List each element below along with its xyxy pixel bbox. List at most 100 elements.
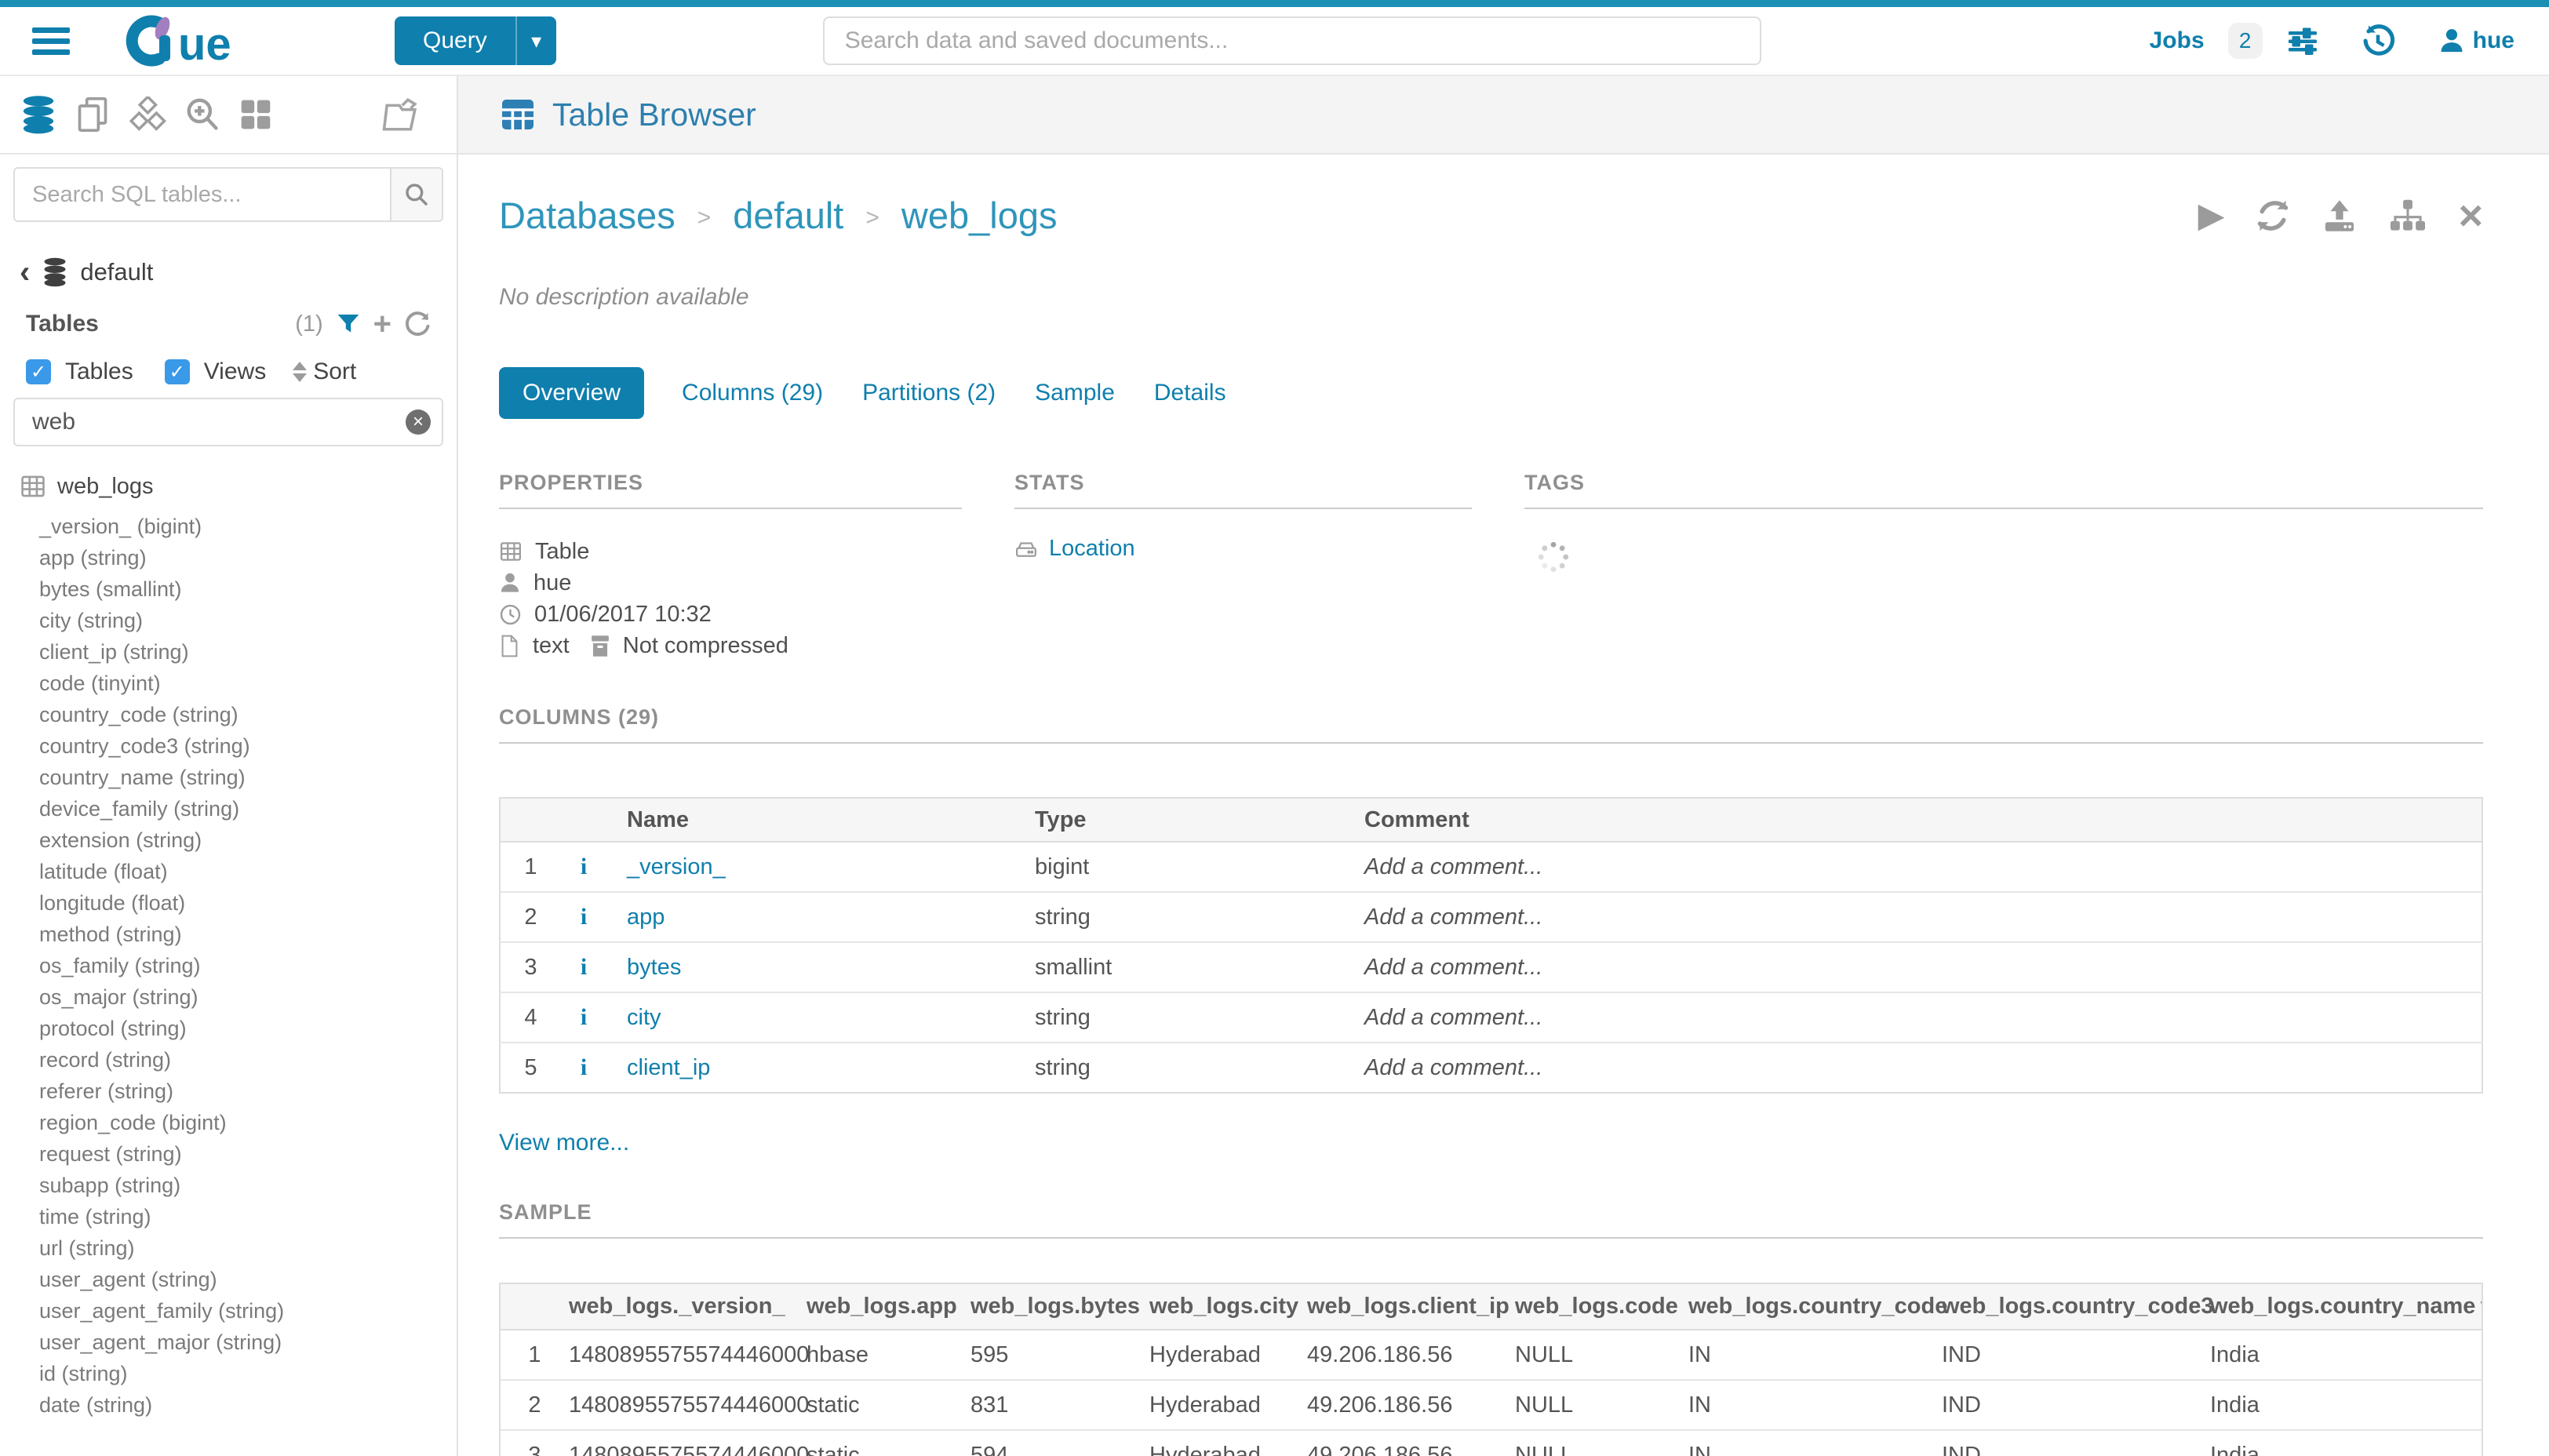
column-tree-item[interactable]: city (string)	[39, 609, 144, 632]
column-tree-item[interactable]: longitude (float)	[39, 891, 186, 915]
column-tree-item[interactable]: country_code3 (string)	[39, 734, 250, 758]
refresh-tables-icon[interactable]	[404, 311, 431, 337]
location-link[interactable]: Location	[1049, 536, 1135, 561]
column-tree-item[interactable]: referer (string)	[39, 1079, 174, 1103]
table-name[interactable]: web_logs	[57, 473, 154, 499]
column-comment-placeholder[interactable]: Add a comment...	[1344, 841, 2482, 892]
info-icon[interactable]: i	[561, 992, 606, 1043]
sample-table-container[interactable]: web_logs._version_ web_logs.app web_logs…	[499, 1283, 2483, 1456]
column-tree-item[interactable]: url (string)	[39, 1236, 135, 1260]
column-comment-placeholder[interactable]: Add a comment...	[1344, 1042, 2482, 1093]
column-tree-item[interactable]: user_agent_family (string)	[39, 1299, 285, 1323]
sliders-icon[interactable]	[2286, 27, 2319, 55]
column-name-link[interactable]: bytes	[606, 941, 1014, 992]
documents-tab-icon[interactable]	[75, 96, 110, 133]
filter-funnel-icon[interactable]	[336, 311, 361, 337]
tab-columns[interactable]: Columns (29)	[682, 380, 824, 406]
column-tree-item[interactable]: user_agent_major (string)	[39, 1330, 282, 1354]
column-tree-item[interactable]: country_code (string)	[39, 703, 239, 726]
column-tree-item[interactable]: latitude (float)	[39, 860, 168, 883]
column-tree-item[interactable]: record (string)	[39, 1048, 172, 1072]
column-tree-item[interactable]: id (string)	[39, 1362, 128, 1385]
hamburger-menu-icon[interactable]	[32, 22, 70, 60]
column-tree-item[interactable]: protocol (string)	[39, 1017, 187, 1040]
search-zoom-tab-icon[interactable]	[185, 96, 220, 133]
cubes-tab-icon[interactable]	[129, 96, 166, 133]
sort-control[interactable]: Sort	[293, 359, 356, 385]
tables-checkbox-label[interactable]: Tables	[65, 359, 133, 384]
cell-app: static	[807, 1429, 970, 1456]
column-tree-item[interactable]: app (string)	[39, 546, 147, 570]
column-tree-item[interactable]: _version_ (bigint)	[39, 515, 202, 538]
cell-device-family: Other	[2481, 1379, 2482, 1430]
column-tree-item[interactable]: time (string)	[39, 1205, 151, 1228]
column-comment-placeholder[interactable]: Add a comment...	[1344, 941, 2482, 992]
column-tree-item[interactable]: device_family (string)	[39, 797, 240, 821]
column-tree-item[interactable]: bytes (smallint)	[39, 577, 182, 601]
apps-grid-tab-icon[interactable]	[239, 97, 273, 132]
column-comment-placeholder[interactable]: Add a comment...	[1344, 891, 2482, 942]
column-tree-item[interactable]: os_major (string)	[39, 985, 198, 1009]
close-icon[interactable]: ×	[2458, 191, 2483, 239]
chevron-left-icon[interactable]: ‹	[20, 255, 31, 289]
view-more-link[interactable]: View more...	[499, 1130, 630, 1156]
column-name-link[interactable]: app	[606, 891, 1014, 942]
refresh-icon[interactable]	[2256, 198, 2290, 233]
global-search-input[interactable]	[822, 16, 1761, 65]
history-icon[interactable]	[2361, 24, 2394, 57]
query-button-label[interactable]: Query	[423, 27, 487, 53]
sort-label[interactable]: Sort	[313, 359, 357, 384]
info-icon[interactable]: i	[561, 1042, 606, 1093]
clear-filter-icon[interactable]: ×	[406, 410, 431, 435]
user-menu[interactable]: hue	[2438, 27, 2514, 54]
tab-overview[interactable]: Overview	[499, 367, 645, 419]
column-tree-item[interactable]: date (string)	[39, 1393, 153, 1417]
column-name-link[interactable]: city	[606, 992, 1014, 1043]
column-name-link[interactable]: client_ip	[606, 1042, 1014, 1093]
table-description[interactable]: No description available	[499, 284, 749, 310]
folder-tab-icon[interactable]	[381, 96, 421, 133]
column-tree-item[interactable]: region_code (bigint)	[39, 1111, 227, 1134]
column-tree-item[interactable]: extension (string)	[39, 828, 202, 852]
upload-icon[interactable]	[2321, 198, 2358, 233]
column-tree-item[interactable]: subapp (string)	[39, 1174, 181, 1197]
cell-code: NULL	[1515, 1379, 1688, 1430]
column-tree-item[interactable]: client_ip (string)	[39, 640, 189, 664]
query-play-icon[interactable]: ▶	[2198, 195, 2225, 235]
search-icon[interactable]	[390, 169, 442, 220]
info-icon[interactable]: i	[561, 841, 606, 892]
sitemap-icon[interactable]	[2389, 198, 2427, 233]
column-tree-item[interactable]: os_family (string)	[39, 954, 201, 977]
views-checkbox-label[interactable]: Views	[203, 359, 267, 384]
column-tree-item[interactable]: country_name (string)	[39, 766, 246, 789]
database-name[interactable]: default	[80, 258, 154, 286]
tab-sample[interactable]: Sample	[1035, 380, 1115, 406]
cell-country-code: IN	[1688, 1379, 1942, 1430]
caret-down-icon[interactable]: ▾	[515, 16, 556, 65]
views-checkbox[interactable]: ✓	[164, 359, 190, 384]
add-table-icon[interactable]: +	[373, 307, 391, 341]
column-comment-placeholder[interactable]: Add a comment...	[1344, 992, 2482, 1043]
query-button[interactable]: Query ▾	[395, 16, 556, 65]
page-header: Table Browser	[458, 76, 2549, 155]
tab-details[interactable]: Details	[1153, 380, 1226, 406]
jobs-count-badge[interactable]: 2	[2227, 23, 2263, 59]
column-tree-item[interactable]: request (string)	[39, 1142, 182, 1166]
info-icon[interactable]: i	[561, 941, 606, 992]
breadcrumb-item-databases[interactable]: Databases	[499, 195, 675, 236]
breadcrumb-item-database[interactable]: default	[733, 195, 844, 236]
sql-tables-search-input[interactable]	[15, 169, 390, 220]
tab-partitions[interactable]: Partitions (2)	[862, 380, 996, 406]
column-tree-item[interactable]: code (tinyint)	[39, 672, 161, 695]
column-tree-item[interactable]: user_agent (string)	[39, 1268, 217, 1291]
column-name-link[interactable]: _version_	[606, 841, 1014, 892]
info-icon[interactable]: i	[561, 891, 606, 942]
table-tree-item[interactable]: web_logs	[0, 470, 457, 503]
hue-logo[interactable]: ue	[122, 15, 300, 67]
tables-checkbox[interactable]: ✓	[26, 359, 51, 384]
table-filter-input[interactable]	[13, 398, 443, 446]
jobs-link[interactable]: Jobs	[2149, 27, 2205, 53]
sql-assist-tab-database-icon[interactable]	[20, 95, 56, 134]
breadcrumb-item-table[interactable]: web_logs	[901, 195, 1058, 236]
column-tree-item[interactable]: method (string)	[39, 923, 182, 946]
